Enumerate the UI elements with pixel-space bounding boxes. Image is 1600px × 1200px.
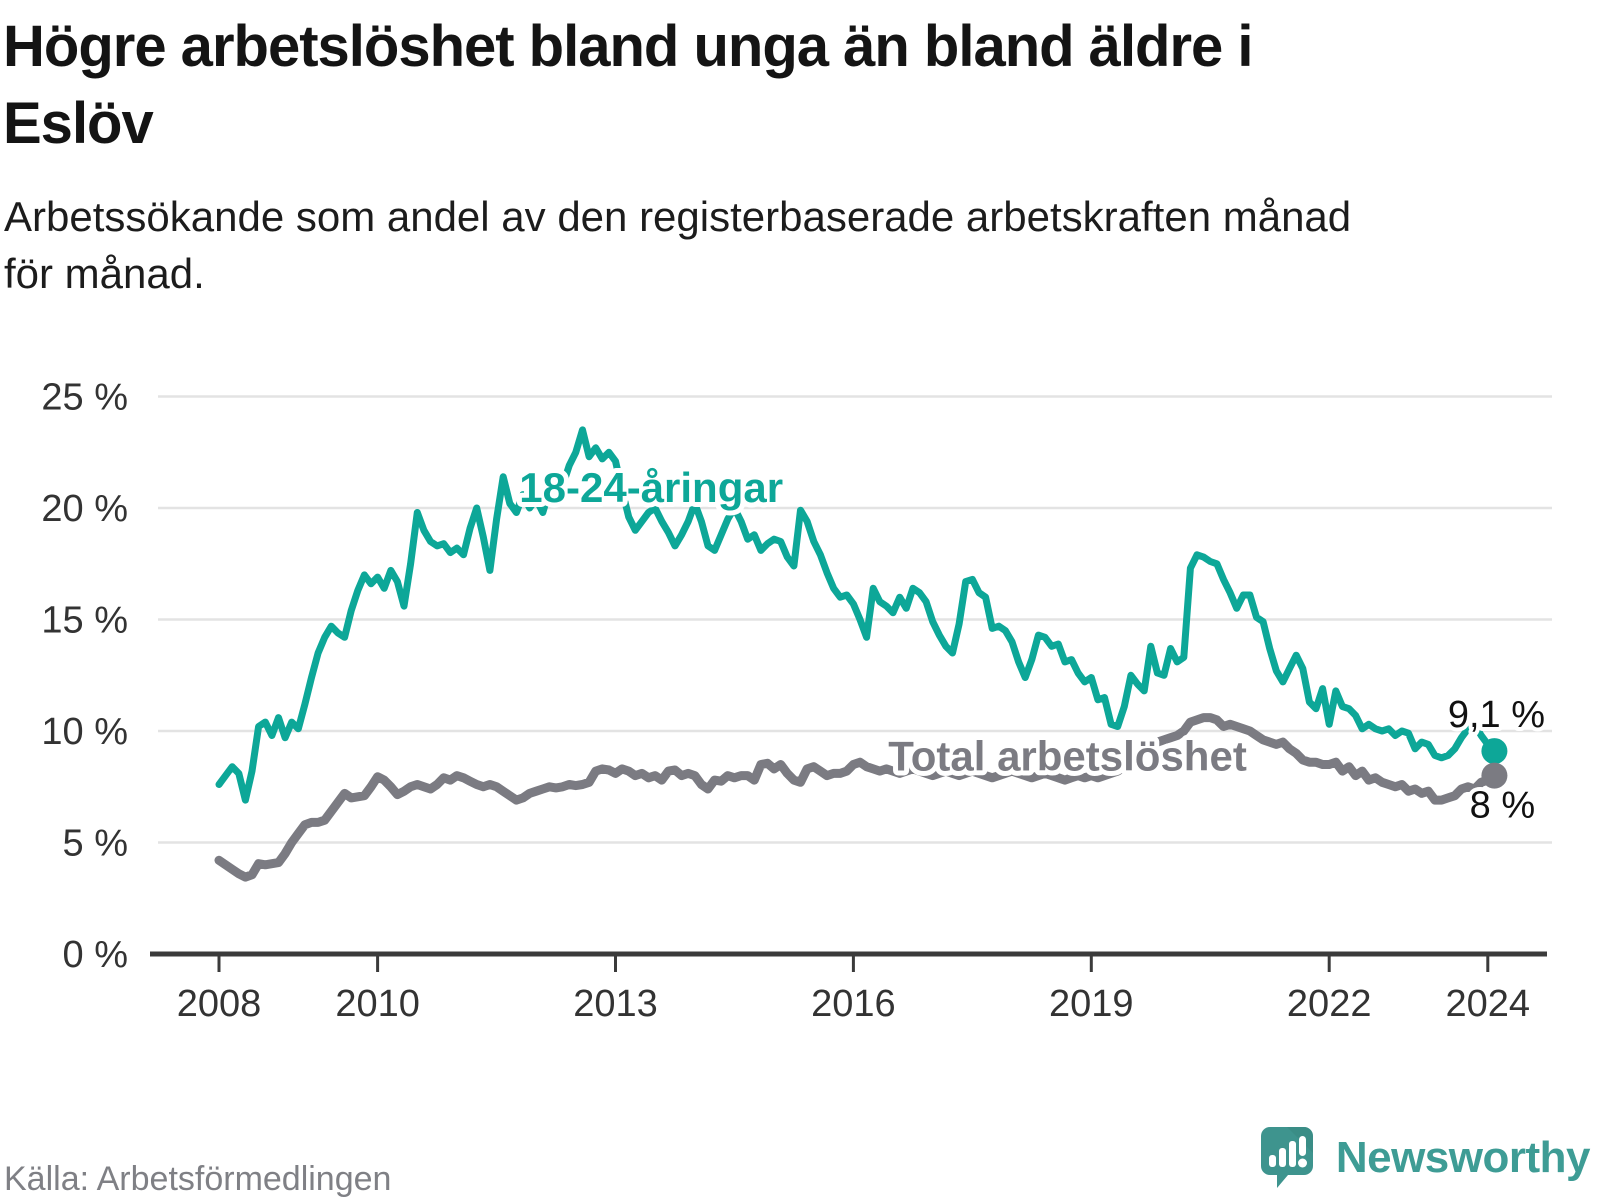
page-title-line-2: Eslöv <box>3 91 154 156</box>
x-axis-label: 2019 <box>1049 983 1134 1025</box>
end-value-label-young: 9,1 % <box>1448 694 1545 736</box>
end-dot-total <box>1481 762 1508 789</box>
x-axis-label: 2013 <box>573 983 658 1025</box>
y-axis-label: 15 % <box>41 600 128 642</box>
series-line-young <box>215 426 1498 804</box>
x-axis-label: 2010 <box>335 983 420 1025</box>
y-axis-label: 10 % <box>41 711 128 753</box>
bar-icon-large <box>1288 1141 1296 1167</box>
page-title: Högre arbetslöshet bland unga än bland ä… <box>3 8 1573 162</box>
y-axis-label: 20 % <box>41 488 128 530</box>
y-axis-label: 5 % <box>63 823 128 865</box>
series-label-young: 18-24-åringar <box>519 464 783 511</box>
page-subtitle-line-2: för månad. <box>4 250 205 297</box>
y-axis-label: 0 % <box>63 934 128 976</box>
series-label-total: Total arbetslöshet <box>888 733 1247 780</box>
x-axis-label: 2008 <box>177 983 262 1025</box>
page-subtitle: Arbetssökande som andel av den registerb… <box>4 188 1564 302</box>
x-axis-label: 2022 <box>1287 983 1372 1025</box>
newsworthy-logo: Newsworthy <box>1260 1126 1591 1190</box>
bar-icon-medium <box>1278 1148 1286 1167</box>
source-note: Källa: Arbetsförmedlingen <box>4 1160 392 1198</box>
exclamation-icon-stem <box>1298 1136 1306 1156</box>
exclamation-icon-dot <box>1297 1158 1307 1168</box>
y-axis-label: 25 % <box>41 377 128 419</box>
end-value-label-total: 8 % <box>1470 785 1535 827</box>
brand-name: Newsworthy <box>1335 1133 1591 1182</box>
x-axis-label: 2016 <box>811 983 896 1025</box>
page-title-line-1: Högre arbetslöshet bland unga än bland ä… <box>3 14 1254 79</box>
bar-icon-small <box>1268 1155 1276 1167</box>
end-dot-young <box>1481 738 1508 765</box>
x-axis-label: 2024 <box>1446 983 1531 1025</box>
newsworthy-logo-icon <box>1260 1127 1313 1188</box>
series-line-total <box>214 713 1499 882</box>
page-subtitle-line-1: Arbetssökande som andel av den registerb… <box>4 193 1352 240</box>
